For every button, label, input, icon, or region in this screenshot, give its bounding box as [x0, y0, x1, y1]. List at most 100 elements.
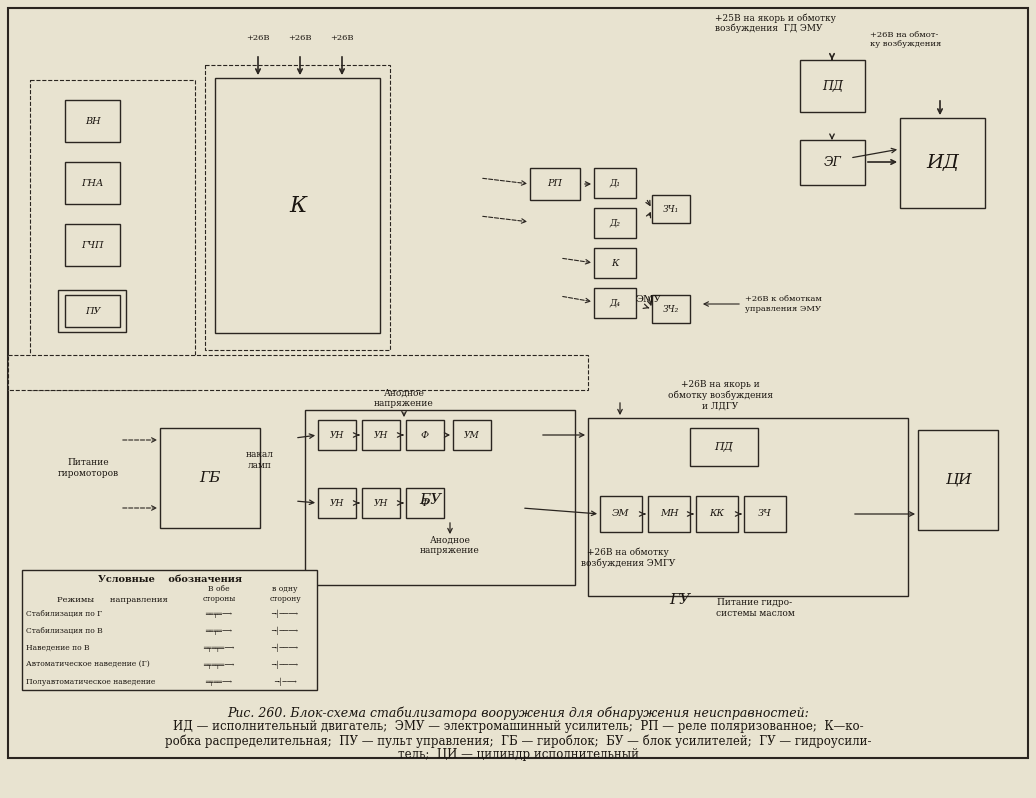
Text: УН: УН	[329, 499, 344, 508]
Text: ПД: ПД	[822, 80, 843, 93]
Bar	[406, 420, 444, 450]
Bar	[65, 224, 120, 266]
Bar	[690, 428, 758, 466]
Text: Условные    обозначения: Условные обозначения	[98, 575, 242, 583]
Bar	[205, 65, 390, 350]
Text: Д₂: Д₂	[609, 219, 621, 227]
Bar	[318, 420, 356, 450]
Text: РП: РП	[547, 180, 563, 188]
Text: Автоматическое наведение (Г): Автоматическое наведение (Г)	[26, 661, 150, 669]
Bar	[453, 420, 491, 450]
Bar	[800, 60, 865, 112]
Bar	[918, 430, 998, 530]
Bar	[594, 288, 636, 318]
Text: ГНА: ГНА	[81, 179, 104, 188]
Text: Д₄: Д₄	[609, 298, 621, 307]
Text: Полуавтоматическое наведение: Полуавтоматическое наведение	[26, 678, 155, 686]
Text: ЗЧ₁: ЗЧ₁	[663, 204, 680, 214]
Text: возбуждения  ГД ЭМУ: возбуждения ГД ЭМУ	[715, 23, 823, 33]
Text: Рис. 260. Блок-схема стабилизатора вооружения для обнаружения неисправностей:: Рис. 260. Блок-схема стабилизатора воору…	[227, 706, 809, 720]
Bar	[215, 78, 380, 333]
Text: ЭМ: ЭМ	[612, 509, 630, 519]
Text: В обе
стороны: В обе стороны	[202, 586, 235, 602]
Text: УН: УН	[374, 430, 388, 440]
Text: Ф: Ф	[421, 499, 429, 508]
Text: +25В на якорь и обмотку: +25В на якорь и обмотку	[715, 14, 836, 23]
Text: ─┤──⟶: ─┤──⟶	[271, 661, 298, 670]
Text: ЭМУ: ЭМУ	[635, 295, 661, 305]
Bar	[406, 488, 444, 518]
Text: ГУ: ГУ	[669, 593, 691, 607]
Bar	[594, 248, 636, 278]
Text: накал
ламп: накал ламп	[247, 450, 274, 470]
Text: ЭГ: ЭГ	[824, 156, 841, 169]
Text: УН: УН	[329, 430, 344, 440]
Text: Наведение по В: Наведение по В	[26, 644, 90, 652]
Text: ГБ: ГБ	[199, 471, 221, 485]
Bar	[696, 496, 738, 532]
Text: тель;  ЦИ — цилиндр исполнительный: тель; ЦИ — цилиндр исполнительный	[398, 748, 638, 761]
Bar	[318, 488, 356, 518]
Text: +26В к обмоткам
управления ЭМУ: +26В к обмоткам управления ЭМУ	[745, 295, 822, 313]
Text: ВН: ВН	[85, 117, 100, 125]
Bar	[8, 355, 588, 390]
Text: ку возбуждения: ку возбуждения	[870, 40, 942, 48]
Text: ЗЧ₂: ЗЧ₂	[663, 305, 680, 314]
Text: УН: УН	[374, 499, 388, 508]
Text: +26В на обмотку
возбуждения ЭМГУ: +26В на обмотку возбуждения ЭМГУ	[581, 547, 675, 568]
Text: ПД: ПД	[715, 442, 733, 452]
Bar	[600, 496, 642, 532]
Text: ЗЧ: ЗЧ	[758, 509, 772, 519]
Text: К: К	[611, 259, 618, 267]
Bar	[65, 295, 120, 327]
Text: робка распределительная;  ПУ — пульт управления;  ГБ — гироблок;  БУ — блок усил: робка распределительная; ПУ — пульт упра…	[165, 734, 871, 748]
Text: Стабилизация по В: Стабилизация по В	[26, 627, 103, 635]
Text: Стабилизация по Г: Стабилизация по Г	[26, 610, 103, 618]
Text: +26В: +26В	[330, 34, 353, 42]
Bar	[648, 496, 690, 532]
Text: Питание
гиромоторов: Питание гиромоторов	[57, 458, 118, 478]
Text: Ф: Ф	[421, 430, 429, 440]
Text: +26В: +26В	[247, 34, 269, 42]
Text: ══╤═⟶: ══╤═⟶	[205, 627, 232, 635]
Bar	[30, 80, 195, 390]
Text: ─┤──⟶: ─┤──⟶	[271, 627, 298, 635]
Text: ПУ: ПУ	[85, 306, 100, 315]
Text: ═╤═╤═⟶: ═╤═╤═⟶	[203, 644, 234, 652]
Bar	[362, 420, 400, 450]
Bar	[22, 570, 317, 690]
Text: +26В на якорь и
обмотку возбуждения
и ЛДГУ: +26В на якорь и обмотку возбуждения и ЛД…	[667, 380, 773, 410]
Text: ИД — исполнительный двигатель;  ЭМУ — электромашинный усилитель;  РП — реле поля: ИД — исполнительный двигатель; ЭМУ — эле…	[173, 720, 863, 733]
Text: Анодное
напряжение: Анодное напряжение	[421, 535, 480, 555]
Text: КК: КК	[710, 509, 724, 519]
Bar	[65, 162, 120, 204]
Bar	[588, 418, 908, 596]
Bar	[305, 410, 575, 585]
Bar	[744, 496, 786, 532]
Bar	[652, 195, 690, 223]
Text: ГЧП: ГЧП	[81, 240, 104, 250]
Bar	[530, 168, 580, 200]
Text: в одну
сторону: в одну сторону	[269, 586, 300, 602]
Bar	[362, 488, 400, 518]
Bar	[594, 168, 636, 198]
Bar	[800, 140, 865, 185]
Text: БУ: БУ	[419, 493, 441, 507]
Bar	[900, 118, 985, 208]
Text: ИД: ИД	[926, 154, 959, 172]
Bar	[160, 428, 260, 528]
Text: Питание гидро-
системы маслом: Питание гидро- системы маслом	[716, 598, 795, 618]
Text: Д₁: Д₁	[609, 179, 621, 188]
Bar	[594, 208, 636, 238]
Bar	[652, 295, 690, 323]
Text: Анодное
напряжение: Анодное напряжение	[374, 389, 434, 408]
Text: ═╤══⟶: ═╤══⟶	[205, 678, 232, 686]
Text: ─┤──⟶: ─┤──⟶	[271, 610, 298, 618]
Text: МН: МН	[660, 509, 679, 519]
Text: ─┤──⟶: ─┤──⟶	[271, 644, 298, 652]
Text: УМ: УМ	[464, 430, 480, 440]
Bar	[58, 290, 126, 332]
Text: ─┤─⟶: ─┤─⟶	[274, 678, 296, 686]
Bar	[65, 100, 120, 142]
Text: К: К	[289, 195, 306, 216]
